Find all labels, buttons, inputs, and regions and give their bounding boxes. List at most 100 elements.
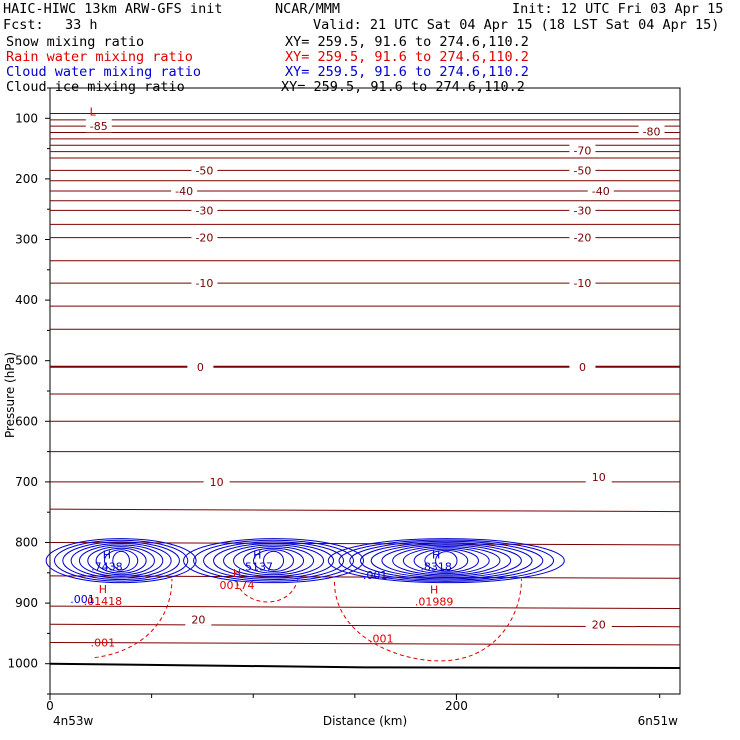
extremum-value: 00174: [219, 579, 254, 592]
y-tick-label-200: 200: [15, 172, 38, 186]
isotherm-label-bg: [185, 612, 212, 626]
extremum-mark: H: [103, 548, 111, 561]
isotherm-label-bg: [638, 124, 665, 138]
field-name-snow: Snow mixing ratio: [6, 34, 145, 50]
isotherm-label: 10: [210, 476, 224, 489]
cloud-water-contour-right: [424, 549, 469, 572]
isotherm-label: 10: [592, 471, 606, 484]
isotherm-label-bg: [187, 359, 214, 373]
x-left-end-label: 4n53w: [53, 714, 94, 728]
model-title: HAIC-HIWC 13km ARW-GFS init: [3, 1, 223, 17]
cloud-water-contour-left: [95, 547, 147, 574]
isotherm-label: 0: [197, 361, 204, 374]
x-axis-title: Distance (km): [323, 714, 407, 728]
init-time: Init: 12 UTC Fri 03 Apr 15: [512, 1, 724, 17]
y-tick-label-500: 500: [15, 354, 38, 368]
y-tick-label-300: 300: [15, 233, 38, 247]
fcst-label: Fcst:: [3, 17, 44, 33]
ground-line: [49, 662, 681, 669]
y-tick-label-700: 700: [15, 475, 38, 489]
isotherm-line: [49, 508, 681, 513]
extremum-mark: H: [99, 583, 107, 596]
isotherm-label: -30: [195, 204, 213, 217]
contour-value-label: .001: [70, 593, 95, 606]
extremum-value: .5137: [242, 560, 274, 573]
isotherm-label: 20: [592, 618, 606, 631]
extremum-value: .01418: [84, 595, 123, 608]
cloud-water-contour-mid: [253, 549, 295, 573]
cloud-water-contour-right: [402, 547, 490, 575]
cloud-water-contour-mid: [223, 544, 325, 577]
isotherm-label: -20: [573, 232, 591, 245]
y-tick-label-800: 800: [15, 536, 38, 550]
isotherm-label-bg: [585, 470, 612, 484]
isotherm-label-bg: [585, 617, 612, 631]
cloud-water-contour-right: [392, 545, 501, 576]
isotherm-label: -50: [573, 164, 591, 177]
extremum-mark: L: [90, 105, 97, 118]
center-title: NCAR/MMM: [275, 1, 341, 17]
fcst-value: 33 h: [65, 17, 98, 33]
isotherm-label-bg: [191, 163, 218, 177]
isotherm-label: -10: [195, 277, 213, 290]
y-tick-label-100: 100: [15, 111, 38, 125]
contour-value-label: .001: [91, 637, 116, 650]
cloud-water-contour-right: [338, 539, 555, 582]
isotherm-label: 0: [579, 361, 586, 374]
cloud-water-contour-mid: [243, 547, 305, 574]
isotherm-label: -80: [643, 126, 661, 139]
isotherm-label: -20: [195, 232, 213, 245]
x-right-end-label: 6n51w: [638, 714, 679, 728]
cloud-water-contour-right: [349, 540, 544, 581]
isotherm-label-bg: [203, 474, 230, 488]
rain-contour: [94, 578, 173, 659]
isotherm-label-bg: [191, 230, 218, 244]
isotherm-label-bg: [569, 143, 596, 157]
cloud-water-contour-left: [62, 541, 180, 581]
isotherm-label-bg: [569, 276, 596, 290]
cloud-water-contour-right: [435, 551, 458, 571]
y-tick-label-1000: 1000: [7, 657, 38, 671]
y-tick-label-900: 900: [15, 596, 38, 610]
plot-frame: [49, 87, 681, 695]
field-xy-snow: XY= 259.5, 91.6 to 274.6,110.2: [285, 34, 529, 50]
isotherm-line: [49, 605, 681, 610]
x-tick-label-200: 200: [445, 699, 468, 713]
field-xy-rain: XY= 259.5, 91.6 to 274.6,110.2: [285, 49, 529, 65]
isotherm-label-bg: [171, 184, 198, 198]
cloud-water-contour-left: [78, 544, 164, 577]
field-name-rain: Rain water mixing ratio: [6, 49, 193, 65]
cloud-water-contour-mid: [183, 538, 365, 584]
extremum-value: .8318: [420, 560, 452, 573]
isotherm-label-bg: [191, 276, 218, 290]
isotherm-label: -50: [195, 164, 213, 177]
field-name-cloud-ice: Cloud ice mixing ratio: [6, 79, 185, 95]
cloud-water-contour-left: [53, 539, 189, 582]
isotherm-label: -40: [592, 185, 610, 198]
contour-value-label: .001: [363, 569, 388, 582]
cloud-water-contour-mid: [203, 541, 345, 581]
isotherm-label-bg: [191, 203, 218, 217]
cloud-water-contour-mid: [233, 546, 315, 576]
cloud-water-contour-right: [359, 542, 533, 580]
isotherm-label: -70: [573, 144, 591, 157]
cloud-water-contour-left: [103, 549, 139, 573]
y-axis-title: Pressure (hPa): [3, 352, 17, 438]
isotherm-line: [49, 623, 681, 628]
y-tick-label-600: 600: [15, 414, 38, 428]
x-tick-label-0: 0: [46, 699, 54, 713]
contour-value-label: .001: [369, 632, 394, 645]
cloud-water-contour-mid: [213, 542, 335, 579]
extremum-value: .01989: [415, 595, 454, 608]
isotherm-label-bg: [85, 119, 112, 133]
isotherm-label: -30: [573, 204, 591, 217]
isotherm-line: [49, 641, 681, 646]
extremum-value: .7438: [91, 560, 123, 573]
rain-contour: [236, 578, 299, 603]
isotherm-label: -40: [175, 185, 193, 198]
cloud-water-contour-left: [45, 538, 197, 584]
cloud-water-contour-left: [112, 550, 130, 571]
valid-time: Valid: 21 UTC Sat 04 Apr 15 (18 LST Sat …: [313, 17, 720, 33]
field-name-cloud-water: Cloud water mixing ratio: [6, 64, 202, 80]
